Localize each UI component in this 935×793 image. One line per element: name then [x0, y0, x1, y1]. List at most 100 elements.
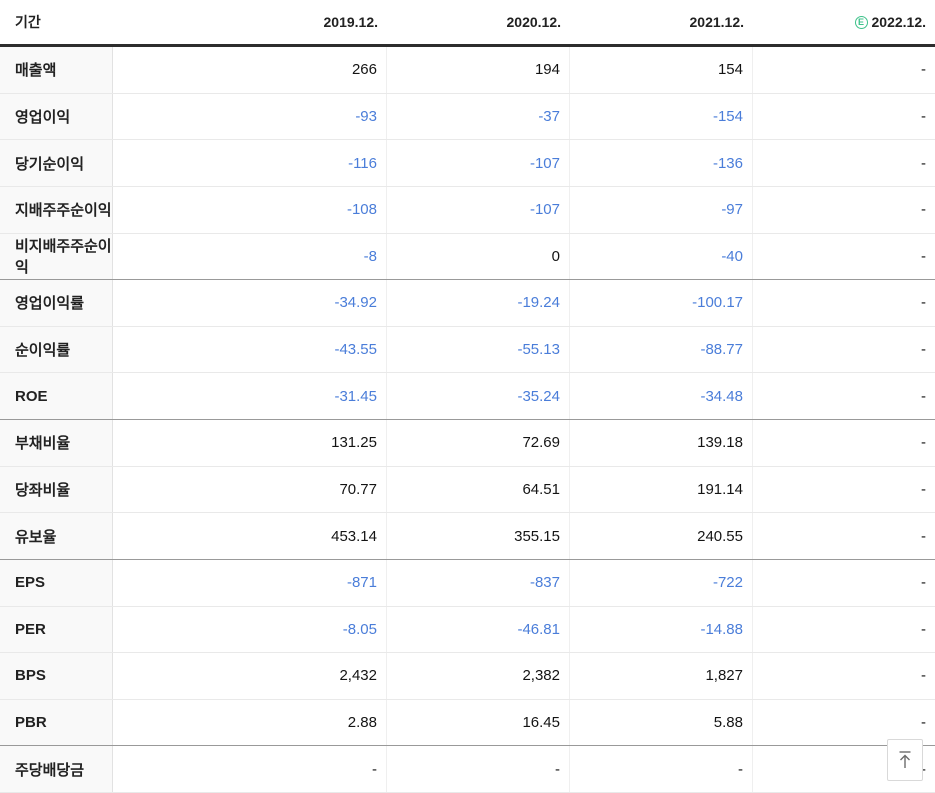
row-label: PBR	[15, 714, 47, 732]
value-cell-2019: 70.77	[113, 466, 387, 513]
year-header-2021-label: 2021.12.	[689, 14, 745, 30]
table-row: BPS 2,432 2,382 1,827 -	[0, 653, 935, 700]
value-cell-2020: 194	[387, 47, 570, 93]
value-cell-2019: -871	[113, 559, 387, 606]
value-cell-2022: -	[921, 387, 926, 405]
row-label: 당기순이익	[15, 155, 85, 173]
value-cell-2022: -	[921, 61, 926, 79]
value-cell-2022: -	[921, 667, 926, 685]
row-label: 비지배주주순이익	[15, 238, 112, 277]
table-row: PER -8.05 -46.81 -14.88 -	[0, 606, 935, 654]
table-row: ROE -31.45 -35.24 -34.48 -	[0, 373, 935, 420]
value-cell-2021: -40	[570, 233, 753, 280]
year-header-2022-estimate: E 2022.12.	[753, 14, 935, 30]
row-label: EPS	[15, 574, 46, 592]
estimate-badge-icon: E	[854, 15, 868, 29]
value-cell-2019: 131.25	[113, 420, 387, 466]
value-cell-2022: -	[921, 620, 926, 638]
value-cell-2019: -43.55	[113, 326, 387, 373]
value-cell-2019: 453.14	[113, 513, 387, 559]
table-row: EPS -871 -837 -722 -	[0, 559, 935, 607]
table-row: 비지배주주순이익 -8 0 -40 -	[0, 233, 935, 281]
value-cell-2019: -116	[113, 140, 387, 186]
value-cell-2019: -108	[113, 186, 387, 233]
year-header-2022-label: 2022.12.	[871, 14, 927, 30]
table-row: 주당배당금 - - - -	[0, 746, 935, 793]
row-label-cell: 주당배당금	[0, 746, 113, 792]
value-cell-2019: -8	[113, 233, 387, 280]
value-cell-2021: 5.88	[570, 699, 753, 746]
table-row: 유보율 453.14 355.15 240.55 -	[0, 513, 935, 560]
value-cell-2022: -	[921, 294, 926, 312]
table-row: 순이익률 -43.55 -55.13 -88.77 -	[0, 326, 935, 374]
row-label: 영업이익	[15, 108, 71, 126]
value-cell-2020: 355.15	[387, 513, 570, 559]
year-header-2019: 2019.12.	[113, 14, 387, 30]
row-label: 영업이익률	[15, 295, 85, 313]
row-label: 순이익률	[15, 342, 71, 360]
scroll-to-top-button[interactable]	[887, 739, 923, 781]
value-cell-2021: 240.55	[570, 513, 753, 559]
row-label-cell: 순이익률	[0, 326, 113, 373]
row-label-cell: 영업이익	[0, 93, 113, 140]
value-cell-2021: -154	[570, 93, 753, 140]
value-cell-2019: -	[113, 746, 387, 792]
value-cell-2019: -93	[113, 93, 387, 140]
year-header-2020-label: 2020.12.	[506, 14, 562, 30]
row-label-cell: PBR	[0, 699, 113, 746]
value-cell-2021: -34.48	[570, 373, 753, 419]
value-cell-2021: -136	[570, 140, 753, 186]
value-cell-2021: -14.88	[570, 606, 753, 653]
row-label-cell: EPS	[0, 559, 113, 606]
row-label: 당좌비율	[15, 481, 71, 499]
table-body: 매출액 266 194 154 - 영업이익 -93 -37 -154 - 당기…	[0, 47, 935, 793]
row-label-cell: ROE	[0, 373, 113, 419]
value-cell-2020: -46.81	[387, 606, 570, 653]
row-label-cell: 영업이익률	[0, 280, 113, 326]
row-label: 매출액	[15, 62, 57, 80]
value-cell-2020: -837	[387, 559, 570, 606]
value-cell-2020: -37	[387, 93, 570, 140]
value-cell-2020: 64.51	[387, 466, 570, 513]
row-label: 부채비율	[15, 435, 71, 453]
value-cell-2022: -	[921, 247, 926, 265]
row-label-cell: PER	[0, 606, 113, 653]
value-cell-2020: 16.45	[387, 699, 570, 746]
value-cell-2019: 2.88	[113, 699, 387, 746]
table-row: 부채비율 131.25 72.69 139.18 -	[0, 420, 935, 467]
value-cell-2022: -	[921, 714, 926, 732]
year-header-2021: 2021.12.	[570, 14, 753, 30]
value-cell-2022: -	[921, 434, 926, 452]
row-label-cell: 비지배주주순이익	[0, 233, 113, 280]
value-cell-2020: -35.24	[387, 373, 570, 419]
table-row: 매출액 266 194 154 -	[0, 47, 935, 94]
row-label: ROE	[15, 387, 48, 405]
value-cell-2020: -19.24	[387, 280, 570, 326]
value-cell-2019: 2,432	[113, 653, 387, 699]
value-cell-2022: -	[921, 107, 926, 125]
value-cell-2022: -	[921, 760, 926, 778]
table-row: 당좌비율 70.77 64.51 191.14 -	[0, 466, 935, 514]
value-cell-2021: -88.77	[570, 326, 753, 373]
row-label: 지배주주순이익	[15, 202, 112, 220]
value-cell-2020: -107	[387, 140, 570, 186]
value-cell-2021: 191.14	[570, 466, 753, 513]
value-cell-2022: -	[921, 201, 926, 219]
row-label: 유보율	[15, 528, 57, 546]
value-cell-2021: -97	[570, 186, 753, 233]
value-cell-2021: -	[570, 746, 753, 792]
value-cell-2020: 0	[387, 233, 570, 280]
value-cell-2019: -8.05	[113, 606, 387, 653]
value-cell-2019: -34.92	[113, 280, 387, 326]
row-label: 주당배당금	[15, 761, 85, 779]
value-cell-2022: -	[921, 480, 926, 498]
row-label-cell: BPS	[0, 653, 113, 699]
row-label: BPS	[15, 667, 46, 685]
year-header-2020: 2020.12.	[387, 14, 570, 30]
row-label-cell: 지배주주순이익	[0, 186, 113, 233]
value-cell-2021: -100.17	[570, 280, 753, 326]
arrow-up-to-top-icon	[899, 751, 911, 768]
year-header-2019-label: 2019.12.	[323, 14, 379, 30]
value-cell-2019: -31.45	[113, 373, 387, 419]
